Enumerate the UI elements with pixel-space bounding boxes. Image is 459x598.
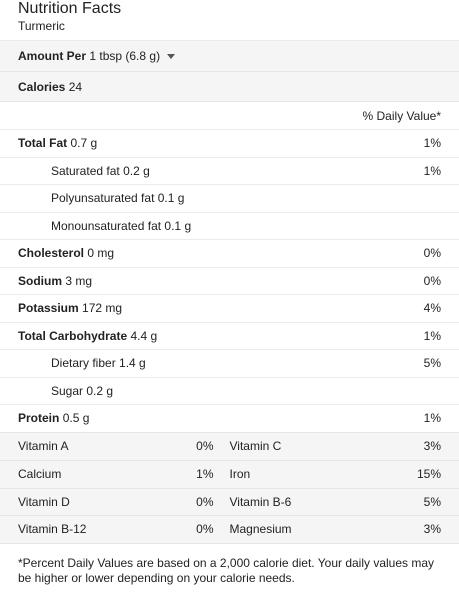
vitamin-name: Vitamin C [229, 439, 282, 454]
nutrient-label: Sugar 0.2 g [51, 384, 441, 398]
nutrient-daily-value: 1% [423, 163, 441, 178]
amount-per-label: Amount Per [18, 49, 87, 63]
nutrient-amount: 0 mg [87, 246, 115, 261]
nutrient-label: Cholesterol 0 mg [18, 246, 424, 260]
serving-size-dropdown[interactable]: 1 tbsp (6.8 g) [89, 49, 176, 63]
nutrient-amount: 4.4 g [130, 328, 158, 343]
vitamin-row: Vitamin A 0% Vitamin C 3% [0, 433, 459, 461]
nutrient-row: Protein 0.5 g 1% [0, 404, 459, 432]
nutrient-row: Cholesterol 0 mg 0% [0, 239, 459, 267]
nutrient-row: Potassium 172 mg 4% [0, 294, 459, 322]
nutrient-amount: 1.4 g [119, 356, 146, 371]
nutrient-name: Potassium [18, 301, 79, 316]
vitamin-daily-value: 1% [196, 467, 214, 482]
vitamin-list: Vitamin A 0% Vitamin C 3% Calcium 1% Iron 15% Vi… [0, 431, 459, 543]
vitamin-name: Vitamin A [18, 439, 69, 454]
vitamin-daily-value: 0% [196, 439, 214, 454]
nutrient-label: Polyunsaturated fat 0.1 g [51, 191, 441, 205]
nutrition-header: Nutrition Facts Turmeric [0, 0, 459, 41]
vitamin-daily-value: 0% [196, 494, 214, 509]
nutrient-label: Total Carbohydrate 4.4 g [18, 329, 424, 343]
nutrient-name: Saturated fat [51, 163, 120, 178]
calories-label: Calories [18, 79, 66, 94]
nutrient-label: Saturated fat 0.2 g [51, 164, 424, 178]
calories-row: Calories 24 [0, 72, 459, 101]
nutrient-row: Saturated fat 0.2 g 1% [0, 156, 459, 185]
chevron-down-icon [167, 54, 176, 60]
nutrient-label: Potassium 172 mg [18, 301, 424, 315]
page-title: Nutrition Facts [18, 0, 122, 17]
nutrient-row: Total Fat 0.7 g 1% [0, 129, 459, 157]
nutrient-row: Sodium 3 mg 0% [0, 266, 459, 295]
nutrient-name: Protein [18, 411, 60, 426]
nutrient-row: Monounsaturated fat 0.1 g [0, 211, 459, 240]
vitamin-name: Magnesium [229, 522, 292, 537]
vitamin-cell: Vitamin B-6 5% [230, 495, 442, 509]
vitamin-cell: Vitamin D 0% [18, 495, 230, 509]
vitamin-daily-value: 0% [196, 522, 214, 537]
vitamin-name: Vitamin B-6 [229, 494, 292, 509]
nutrient-label: Sodium 3 mg [18, 274, 424, 288]
footnote: *Percent Daily Values are based on a 2,0… [0, 542, 459, 598]
calories-value: 24 [68, 79, 83, 94]
nutrient-daily-value: 1% [423, 411, 441, 426]
daily-value-heading: % Daily Value* [362, 108, 441, 123]
vitamin-name: Vitamin B-12 [18, 522, 87, 537]
serving-size-value: 1 tbsp (6.8 g) [89, 49, 161, 63]
nutrient-list: Total Fat 0.7 g 1% Saturated fat 0.2 g 1% Po… [0, 129, 459, 432]
nutrient-name: Sodium [18, 273, 62, 288]
nutrient-amount: 0.1 g [157, 191, 185, 206]
vitamin-cell: Magnesium 3% [230, 522, 442, 536]
nutrient-name: Cholesterol [18, 246, 85, 261]
vitamin-row: Vitamin D 0% Vitamin B-6 5% [0, 487, 459, 516]
nutrient-label: Monounsaturated fat 0.1 g [51, 219, 441, 233]
vitamin-cell: Vitamin B-12 0% [18, 522, 230, 536]
vitamin-name: Vitamin D [18, 494, 70, 509]
vitamin-name: Iron [229, 467, 251, 482]
food-name: Turmeric [18, 19, 65, 33]
serving-size-row: Amount Per 1 tbsp (6.8 g) [0, 41, 459, 72]
nutrient-amount: 172 mg [82, 301, 123, 316]
nutrient-name: Total Fat [18, 136, 68, 151]
vitamin-cell: Vitamin A 0% [18, 439, 230, 453]
vitamin-name: Calcium [18, 467, 62, 482]
nutrient-daily-value: 5% [423, 356, 441, 371]
vitamin-daily-value: 5% [423, 494, 441, 509]
nutrient-name: Total Carbohydrate [18, 328, 128, 343]
nutrient-row: Sugar 0.2 g [0, 376, 459, 405]
vitamin-row: Vitamin B-12 0% Magnesium 3% [0, 515, 459, 543]
vitamin-daily-value: 3% [423, 522, 441, 537]
nutrient-amount: 0.1 g [164, 218, 192, 233]
vitamin-daily-value: 3% [423, 439, 441, 454]
nutrient-amount: 3 mg [65, 273, 93, 288]
nutrient-name: Sugar [51, 383, 84, 398]
nutrient-amount: 0.5 g [62, 411, 90, 426]
nutrient-daily-value: 0% [423, 273, 441, 288]
daily-value-header: % Daily Value* [0, 101, 459, 129]
nutrient-amount: 0.7 g [70, 136, 98, 151]
nutrient-daily-value: 4% [423, 301, 441, 316]
vitamin-daily-value: 15% [416, 467, 441, 482]
nutrient-row: Total Carbohydrate 4.4 g 1% [0, 321, 459, 350]
nutrient-label: Dietary fiber 1.4 g [51, 356, 424, 370]
nutrient-amount: 0.2 g [123, 163, 150, 178]
nutrient-amount: 0.2 g [86, 383, 114, 398]
vitamin-cell: Vitamin C 3% [230, 439, 442, 453]
nutrient-label: Protein 0.5 g [18, 411, 424, 425]
vitamin-cell: Calcium 1% [18, 467, 230, 481]
vitamin-cell: Iron 15% [230, 467, 442, 481]
nutrient-row: Polyunsaturated fat 0.1 g [0, 184, 459, 212]
nutrient-name: Polyunsaturated fat [51, 191, 155, 206]
vitamin-row: Calcium 1% Iron 15% [0, 460, 459, 488]
nutrient-daily-value: 0% [423, 246, 441, 261]
nutrient-name: Monounsaturated fat [51, 218, 162, 233]
nutrient-name: Dietary fiber [51, 356, 116, 371]
nutrient-label: Total Fat 0.7 g [18, 136, 424, 150]
nutrient-daily-value: 1% [423, 328, 441, 343]
nutrient-row: Dietary fiber 1.4 g 5% [0, 349, 459, 377]
nutrient-daily-value: 1% [423, 136, 441, 151]
